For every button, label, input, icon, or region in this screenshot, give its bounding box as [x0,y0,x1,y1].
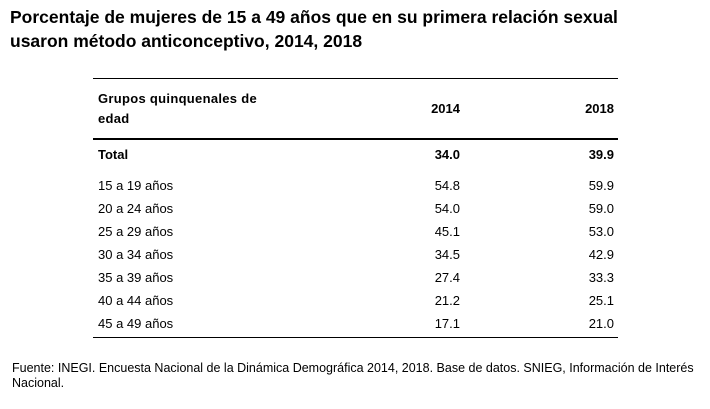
cell-value: 54.0 [434,201,460,216]
cell-value: 59.0 [588,201,614,216]
cell-value: 42.9 [588,247,614,262]
cell-value: 25.1 [588,293,614,308]
column-header: 2014 [431,101,460,116]
header-rule [93,138,618,140]
title-line: Porcentaje de mujeres de 15 a 49 años qu… [10,7,618,27]
cell-value: 34.0 [434,147,460,162]
cell-value: 59.9 [588,178,614,193]
cell-value: 21.0 [588,316,614,331]
row-label: 35 a 39 años [98,270,174,285]
cell-value: 34.5 [434,247,460,262]
row-label: 15 a 19 años [98,178,174,193]
cell-value: 17.1 [434,316,460,331]
row-label: 25 a 29 años [98,224,174,239]
table-bottom-rule [93,337,618,338]
column-header: Grupos quinquenales de edad [98,91,258,126]
row-label: 40 a 44 años [98,293,174,308]
row-label: 20 a 24 años [98,201,174,216]
cell-value: 54.8 [434,178,460,193]
row-label: 45 a 49 años [98,316,174,331]
source-note: Fuente: INEGI. Encuesta Nacional de la D… [12,361,694,388]
cell-value: 27.4 [434,270,460,285]
cell-value: 39.9 [588,147,614,162]
title-line: usaron método anticonceptivo, 2014, 2018 [10,31,363,51]
column-header: 2018 [585,101,614,116]
cell-value: 21.2 [434,293,460,308]
row-label: 30 a 34 años [98,247,174,262]
cell-value: 53.0 [588,224,614,239]
table-top-rule [93,78,618,79]
row-label: Total [98,147,129,162]
cell-value: 45.1 [434,224,460,239]
cell-value: 33.3 [588,270,614,285]
